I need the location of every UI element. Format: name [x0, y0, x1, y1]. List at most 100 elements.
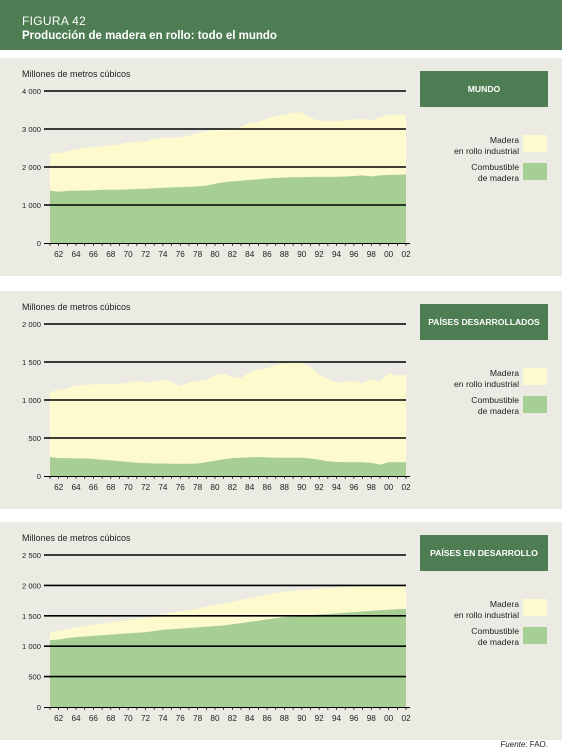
chart-panel-paises-en-desarrollo: Millones de metros cúbicos PAÍSES EN DES… — [0, 522, 562, 740]
x-tick-label: 82 — [228, 250, 238, 259]
area-chart-paises-desarrollados: 0 500 1 000 1 500 2 000 62 64 66 68 70 72 74 76 78 80 8… — [22, 320, 411, 492]
x-tick-label: 00 — [384, 250, 394, 259]
chart-title: PAÍSES DESARROLLADOS — [420, 304, 548, 340]
x-tick-label: 86 — [263, 250, 273, 259]
area-fuelwood — [50, 457, 406, 476]
x-tick-label: 94 — [332, 483, 342, 492]
x-tick-label: 00 — [384, 714, 394, 723]
source-text: : FAO. — [525, 740, 548, 749]
x-tick-label: 86 — [263, 714, 273, 723]
legend-swatch-fuelwood — [523, 627, 547, 644]
chart-panel-mundo: Millones de metros cúbicos MUNDO Madera … — [0, 58, 562, 276]
x-tick-label: 78 — [193, 483, 203, 492]
x-tick-label: 66 — [89, 250, 99, 259]
figure-number: FIGURA 42 — [22, 14, 87, 28]
x-tick-label: 64 — [71, 483, 81, 492]
y-tick-label: 2 000 — [22, 320, 41, 329]
x-tick-label: 88 — [280, 250, 290, 259]
figure-header: FIGURA 42 Producción de madera en rollo:… — [0, 0, 562, 50]
x-tick-label: 72 — [141, 483, 151, 492]
x-tick-label: 02 — [401, 250, 411, 259]
x-tick-label: 96 — [349, 714, 359, 723]
chart-title: MUNDO — [420, 71, 548, 107]
area-chart-mundo: 0 1 000 2 000 3 000 4 000 62 64 66 68 70 72 74 76 78 8… — [22, 87, 411, 259]
x-tick-label: 68 — [106, 714, 116, 723]
x-tick-label: 98 — [367, 483, 377, 492]
x-tick-label: 84 — [245, 250, 255, 259]
x-tick-label: 88 — [280, 483, 290, 492]
x-tick-label: 80 — [210, 250, 220, 259]
x-tick-label: 94 — [332, 714, 342, 723]
source-note: Fuente: FAO. — [500, 740, 548, 749]
legend-swatch-fuelwood — [523, 163, 547, 180]
x-tick-label: 62 — [54, 483, 64, 492]
x-tick-label: 74 — [158, 483, 168, 492]
x-tick-label: 74 — [158, 714, 168, 723]
x-tick-label: 70 — [124, 483, 134, 492]
x-tick-label: 76 — [176, 483, 186, 492]
area-fuelwood — [50, 609, 406, 707]
y-axis-title: Millones de metros cúbicos — [22, 533, 131, 543]
x-tick-label: 92 — [315, 250, 325, 259]
legend-label-fuelwood: Combustible de madera — [471, 395, 519, 416]
area-chart-paises-en-desarrollo: 0 500 1 000 1 500 2 000 2 500 62 64 66 68 70 72 74 76… — [22, 551, 411, 723]
x-tick-label: 86 — [263, 483, 273, 492]
y-tick-label: 1 500 — [22, 358, 41, 367]
y-axis-title: Millones de metros cúbicos — [22, 69, 131, 79]
x-tick-label: 00 — [384, 483, 394, 492]
x-tick-label: 02 — [401, 483, 411, 492]
x-tick-label: 80 — [210, 483, 220, 492]
y-tick-label: 2 500 — [22, 551, 41, 560]
x-tick-label: 98 — [367, 714, 377, 723]
y-tick-label: 1 000 — [22, 642, 41, 651]
x-tick-label: 76 — [176, 250, 186, 259]
x-tick-label: 70 — [124, 250, 134, 259]
legend-swatch-industrial — [523, 599, 547, 616]
x-tick-label: 72 — [141, 714, 151, 723]
x-tick-label: 84 — [245, 714, 255, 723]
figure-title: Producción de madera en rollo: todo el m… — [22, 30, 277, 42]
x-tick-label: 88 — [280, 714, 290, 723]
x-tick-label: 94 — [332, 250, 342, 259]
x-tick-label: 96 — [349, 483, 359, 492]
x-tick-label: 62 — [54, 714, 64, 723]
x-tick-label: 82 — [228, 483, 238, 492]
chart-title: PAÍSES EN DESARROLLO — [420, 535, 548, 571]
legend-label-industrial: Madera en rollo industrial — [454, 135, 519, 156]
area-industrial — [50, 585, 406, 641]
legend-label-fuelwood: Combustible de madera — [471, 162, 519, 183]
x-tick-label: 96 — [349, 250, 359, 259]
x-tick-label: 66 — [89, 714, 99, 723]
x-tick-label: 92 — [315, 483, 325, 492]
x-tick-label: 90 — [297, 250, 307, 259]
y-tick-label: 2 000 — [22, 581, 41, 590]
y-tick-label: 4 000 — [22, 87, 41, 96]
y-tick-label: 0 — [37, 472, 41, 481]
x-tick-label: 64 — [71, 714, 81, 723]
area-industrial — [50, 112, 406, 192]
x-tick-label: 62 — [54, 250, 64, 259]
x-tick-label: 74 — [158, 250, 168, 259]
x-tick-label: 78 — [193, 714, 203, 723]
area-fuelwood — [50, 174, 406, 243]
x-tick-label: 68 — [106, 250, 116, 259]
x-tick-label: 78 — [193, 250, 203, 259]
source-prefix: Fuente — [500, 740, 526, 749]
chart-panel-paises-desarrollados: Millones de metros cúbicos PAÍSES DESARR… — [0, 291, 562, 509]
x-tick-label: 90 — [297, 714, 307, 723]
y-axis-title: Millones de metros cúbicos — [22, 302, 131, 312]
x-tick-label: 70 — [124, 714, 134, 723]
legend-swatch-industrial — [523, 135, 547, 152]
x-tick-label: 76 — [176, 714, 186, 723]
x-tick-label: 84 — [245, 483, 255, 492]
x-tick-label: 80 — [210, 714, 220, 723]
x-tick-label: 92 — [315, 714, 325, 723]
x-tick-label: 66 — [89, 483, 99, 492]
x-tick-label: 68 — [106, 483, 116, 492]
x-tick-label: 64 — [71, 250, 81, 259]
legend-label-industrial: Madera en rollo industrial — [454, 368, 519, 389]
x-tick-label: 02 — [401, 714, 411, 723]
x-tick-label: 72 — [141, 250, 151, 259]
y-tick-label: 1 500 — [22, 612, 41, 621]
y-tick-label: 500 — [28, 434, 41, 443]
